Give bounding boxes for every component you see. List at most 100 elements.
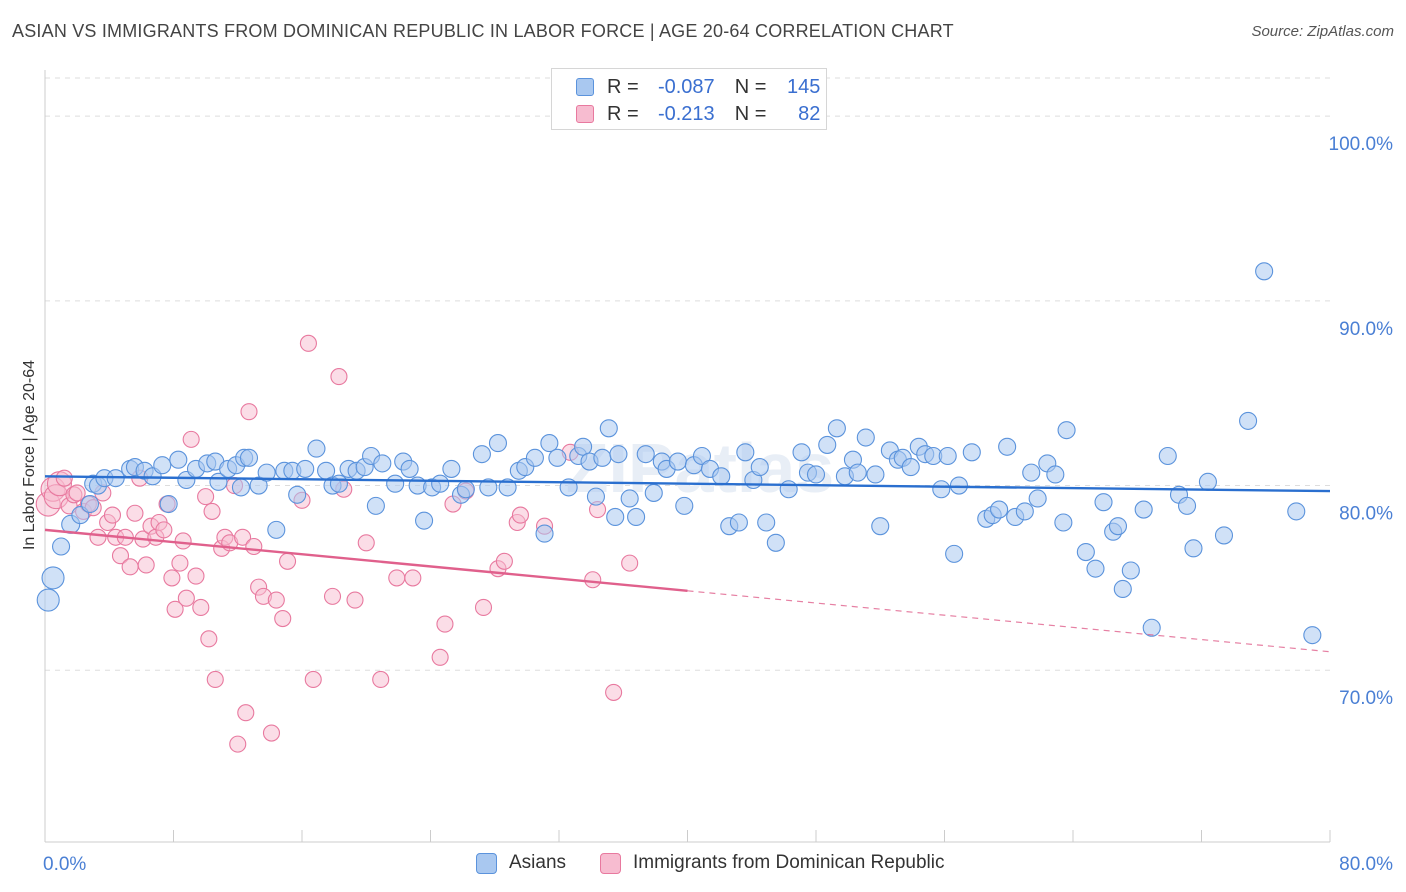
y-tick-label: 100.0%: [1329, 134, 1394, 155]
dominican-point: [267, 591, 285, 609]
asians-point: [1198, 472, 1217, 491]
dominican-point: [240, 403, 258, 421]
asians-point: [456, 480, 475, 499]
asians-point: [606, 507, 625, 526]
legend-item-asians[interactable]: Asians: [476, 852, 566, 874]
asians-point: [792, 443, 811, 462]
asians-point: [1046, 465, 1065, 484]
series-legend: Asians Immigrants from Dominican Republi…: [0, 852, 1406, 878]
dominican-points: [35, 334, 639, 753]
asians-point: [329, 474, 348, 493]
asians-point: [1158, 446, 1177, 466]
asians-point: [1177, 496, 1197, 515]
asians-point: [692, 446, 712, 466]
asians-points: [36, 262, 1322, 645]
dominican-point: [126, 504, 144, 522]
asians-point: [472, 445, 491, 464]
asians-point: [609, 445, 628, 464]
legend-r-value: -0.213: [657, 102, 715, 125]
dominican-legend-swatch: [600, 852, 621, 874]
asians-point: [548, 448, 567, 467]
chart-title: ASIAN VS IMMIGRANTS FROM DOMINICAN REPUB…: [12, 21, 954, 41]
dominican-point: [584, 571, 602, 589]
dominican-point: [330, 368, 348, 386]
x-tick-label: 80.0%: [1339, 854, 1393, 875]
dominican-point: [68, 484, 86, 502]
asians-point: [267, 520, 286, 539]
asians-point: [627, 507, 646, 526]
asians-point: [736, 443, 755, 462]
dominican-trend-extension: [687, 590, 1331, 653]
dominican-point: [304, 670, 322, 689]
asians-point: [1113, 579, 1132, 599]
dominican-point: [245, 537, 263, 556]
legend-r-label: R =: [607, 75, 639, 98]
dominican-legend-label: Immigrants from Dominican Republic: [633, 852, 945, 873]
asians-point: [729, 513, 748, 532]
dominican-point: [171, 554, 189, 572]
asians-point: [818, 435, 837, 454]
dominican-point: [203, 502, 221, 520]
asians-point: [675, 496, 694, 515]
asians-point: [901, 458, 920, 477]
dominican-point: [197, 488, 215, 506]
dominican-point: [511, 506, 530, 524]
asians-point: [153, 456, 172, 475]
legend-row-asians: R = -0.087 N = 145: [576, 75, 820, 99]
legend-item-dominican[interactable]: Immigrants from Dominican Republic: [600, 852, 945, 874]
asians-point: [949, 476, 969, 495]
dominican-point: [274, 609, 292, 628]
asians-point: [644, 483, 663, 502]
dominican-point: [174, 532, 192, 550]
asians-point: [1255, 262, 1274, 281]
asians-point: [932, 480, 951, 499]
dominican-point: [278, 552, 297, 570]
dominican-point: [474, 598, 493, 616]
axes: [44, 70, 1331, 843]
asians-point: [866, 465, 885, 484]
asians-legend-swatch: [476, 852, 497, 874]
asians-point: [1184, 539, 1203, 558]
asians-point: [169, 450, 188, 469]
asians-point: [1022, 463, 1041, 482]
asians-point: [1108, 517, 1128, 536]
asians-point: [535, 524, 554, 543]
asians-point: [871, 517, 890, 536]
asians-point: [373, 454, 392, 473]
asians-point: [488, 434, 508, 453]
asians-point: [307, 439, 326, 458]
source-label: Source: ZipAtlas.com: [1251, 23, 1394, 40]
asians-point: [479, 478, 498, 497]
asians-point: [366, 496, 385, 515]
asians-point: [945, 544, 964, 563]
asians-point: [431, 474, 450, 493]
y-tick-label: 70.0%: [1339, 688, 1393, 709]
dominican-point: [388, 569, 406, 587]
dominican-point: [182, 430, 200, 448]
dominican-point: [299, 334, 317, 352]
asians-point: [668, 452, 687, 471]
asians-point: [1134, 500, 1153, 519]
asians-point: [856, 428, 875, 447]
asians-point: [990, 500, 1009, 519]
dominican-point: [234, 528, 252, 546]
dominican-point: [187, 567, 205, 585]
asians-point: [249, 476, 268, 495]
asians-point: [636, 445, 655, 464]
asians-point: [36, 588, 60, 612]
dominican-point: [89, 528, 107, 546]
asians-point: [442, 459, 461, 478]
legend-n-label: N =: [734, 102, 767, 125]
asians-point: [766, 533, 785, 552]
dominican-swatch: [576, 105, 594, 123]
asians-point: [593, 448, 612, 467]
asians-point: [296, 459, 315, 478]
legend-row-dominican: R = -0.213 N = 82: [576, 102, 820, 126]
asians-point: [1287, 502, 1306, 521]
dominican-point: [206, 670, 224, 689]
asians-trend-line: [44, 475, 1331, 493]
dominican-point: [55, 469, 73, 487]
dominican-point: [605, 683, 623, 701]
dominican-point: [111, 547, 130, 565]
